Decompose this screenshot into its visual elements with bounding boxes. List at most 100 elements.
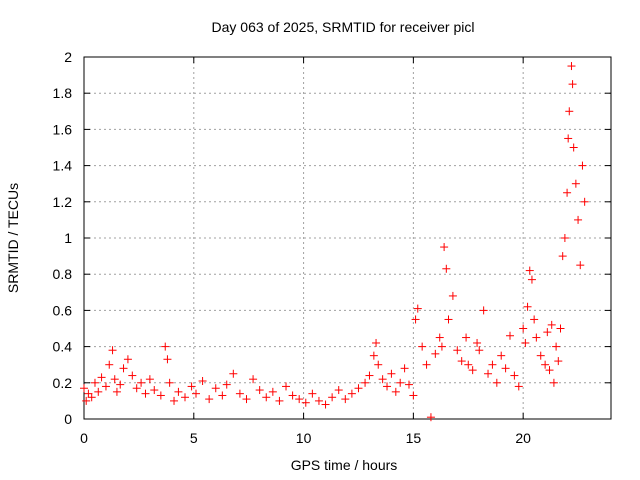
data-point (374, 360, 383, 369)
data-point (510, 371, 519, 380)
data-point (275, 396, 284, 405)
data-point (563, 188, 572, 197)
data-point (128, 371, 137, 380)
data-point (108, 346, 117, 355)
data-point (161, 342, 170, 351)
data-point (163, 355, 172, 364)
data-point (218, 391, 227, 400)
data-point (530, 315, 539, 324)
data-point (568, 80, 577, 89)
data-point (145, 375, 154, 384)
data-point (558, 252, 567, 261)
y-tick-label-2: 0.4 (53, 339, 73, 355)
data-point (547, 320, 556, 329)
data-point (468, 366, 477, 375)
data-point (571, 179, 580, 188)
data-point (222, 380, 231, 389)
data-point (249, 375, 258, 384)
data-point (87, 393, 96, 402)
data-point (82, 396, 91, 405)
y-axis-label: SRMTID / TECUs (5, 183, 21, 293)
data-point (552, 342, 561, 351)
data-point (137, 378, 146, 387)
data-point (365, 371, 374, 380)
data-point (211, 384, 220, 393)
data-point (519, 324, 528, 333)
data-point (545, 366, 554, 375)
y-tick-label-0: 0 (64, 411, 72, 427)
data-point (341, 395, 350, 404)
data-point (521, 338, 530, 347)
data-point (549, 378, 558, 387)
data-point (141, 389, 150, 398)
data-point (361, 378, 370, 387)
data-point (170, 396, 179, 405)
data-point (536, 351, 545, 360)
data-point (119, 364, 128, 373)
x-tick-label-2: 10 (296, 430, 312, 446)
data-point (181, 393, 190, 402)
x-tick-label-3: 15 (406, 430, 422, 446)
data-point (532, 333, 541, 342)
data-point (576, 261, 585, 270)
data-point (457, 357, 466, 366)
x-axis-label: GPS time / hours (291, 457, 398, 473)
data-point (321, 400, 330, 409)
data-point (282, 382, 291, 391)
data-point (123, 355, 132, 364)
y-tick-label-7: 1.4 (53, 158, 73, 174)
data-point (560, 234, 569, 242)
data-point (556, 324, 565, 333)
y-tick-label-3: 0.6 (53, 302, 73, 318)
data-point (580, 197, 589, 206)
data-point (411, 315, 420, 324)
data-point (187, 382, 196, 391)
data-point (101, 382, 110, 391)
data-point (308, 389, 317, 398)
data-point (413, 304, 422, 313)
data-point (492, 378, 501, 387)
data-point (448, 291, 457, 300)
data-point (404, 380, 413, 389)
data-point (422, 360, 431, 369)
data-point (229, 369, 238, 378)
data-point (268, 387, 277, 396)
data-point (444, 315, 453, 324)
x-tick-label-0: 0 (80, 430, 88, 446)
data-point (437, 342, 446, 351)
data-point (567, 62, 576, 71)
axes: 0 5 10 15 20 0 0.2 0.4 0.6 0.8 1 1.2 1.4 1.6 1.8 2 (53, 49, 612, 446)
data-point (442, 264, 451, 273)
data-point (150, 386, 159, 395)
data-point (165, 378, 174, 387)
data-point (116, 380, 125, 389)
data-point (564, 134, 573, 143)
data-point (578, 161, 587, 170)
y-tick-label-8: 1.6 (53, 121, 73, 137)
data-point (387, 369, 396, 378)
x-tick-label-1: 5 (190, 430, 198, 446)
data-point (527, 275, 536, 284)
data-point (431, 349, 440, 358)
data-point (525, 266, 534, 275)
data-point (565, 107, 574, 116)
data-point (396, 378, 405, 387)
data-point (288, 391, 297, 400)
data-point (409, 391, 418, 400)
y-tick-label-4: 0.8 (53, 266, 73, 282)
data-point (235, 389, 244, 398)
data-point (523, 302, 532, 311)
data-point (301, 398, 310, 407)
data-point (501, 364, 510, 373)
data-point (84, 389, 93, 398)
y-tick-label-5: 1 (64, 230, 72, 246)
data-point (462, 333, 471, 342)
y-tick-label-9: 1.8 (53, 85, 73, 101)
data-point (505, 331, 514, 340)
data-point (383, 382, 392, 391)
data-point (328, 393, 337, 402)
data-point (488, 360, 497, 369)
data-point (369, 351, 378, 360)
data-point (473, 338, 482, 347)
y-tick-label-1: 0.2 (53, 375, 73, 391)
